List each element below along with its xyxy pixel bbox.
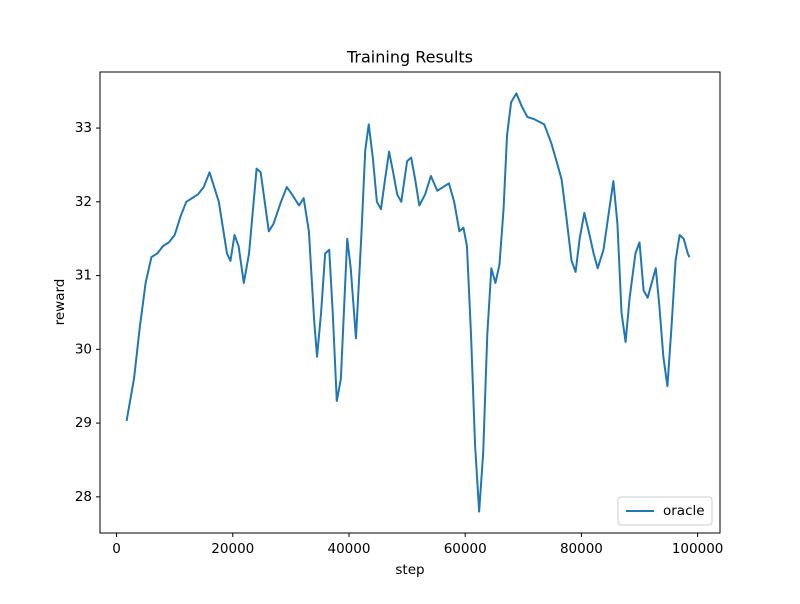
chart-title: Training Results (346, 48, 473, 67)
y-tick-label: 33 (75, 120, 92, 136)
y-axis-label: reward (52, 279, 68, 326)
x-tick-label: 0 (112, 541, 121, 557)
y-tick-label: 28 (75, 489, 92, 505)
x-tick-label: 60000 (444, 541, 487, 557)
y-tick-label: 30 (75, 341, 92, 357)
y-tick-label: 31 (75, 268, 92, 284)
legend-label: oracle (663, 503, 705, 519)
x-tick-label: 20000 (211, 541, 254, 557)
x-tick-label: 80000 (560, 541, 603, 557)
y-tick-label: 32 (75, 194, 92, 210)
x-axis-label: step (395, 562, 424, 578)
y-tick-label: 29 (75, 415, 92, 431)
data-line (125, 92, 691, 513)
x-tick-label: 40000 (328, 541, 371, 557)
plot-frame (99, 71, 721, 534)
x-tick-label: 100000 (672, 541, 724, 557)
legend-box (617, 496, 713, 526)
